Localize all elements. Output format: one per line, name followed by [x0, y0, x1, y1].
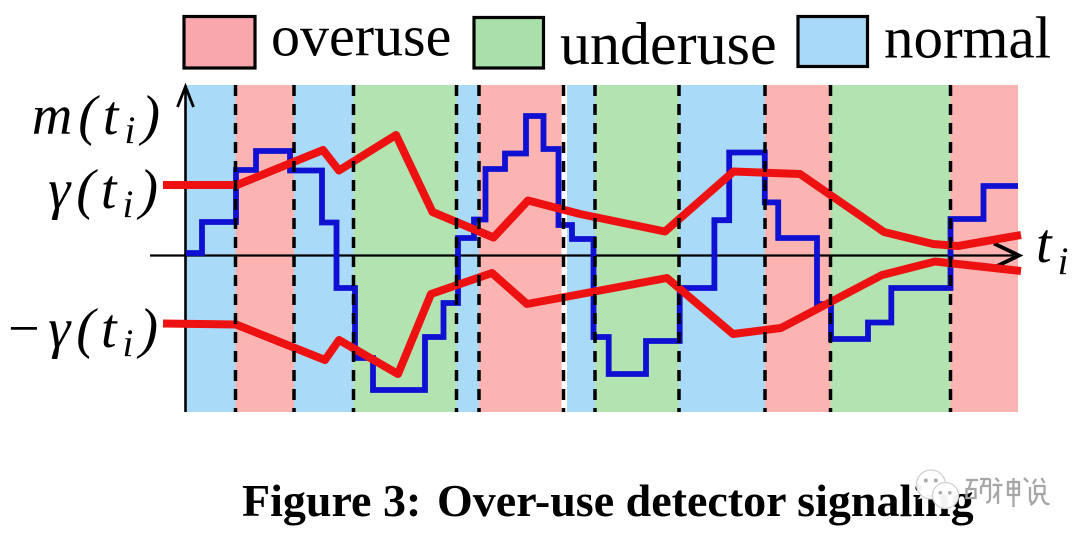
svg-text:ti: ti	[1036, 213, 1074, 283]
svg-text:m(ti): m(ti)	[32, 85, 166, 152]
svg-text:overuse: overuse	[271, 4, 451, 69]
svg-text:Over-use detector signaling: Over-use detector signaling	[437, 475, 974, 526]
svg-text:γ(ti): γ(ti)	[48, 159, 164, 226]
svg-text:−γ(ti): −γ(ti)	[4, 298, 164, 365]
svg-text:underuse: underuse	[560, 11, 777, 77]
svg-text:normal: normal	[884, 5, 1051, 71]
svg-text:Figure 3:: Figure 3:	[242, 475, 421, 526]
